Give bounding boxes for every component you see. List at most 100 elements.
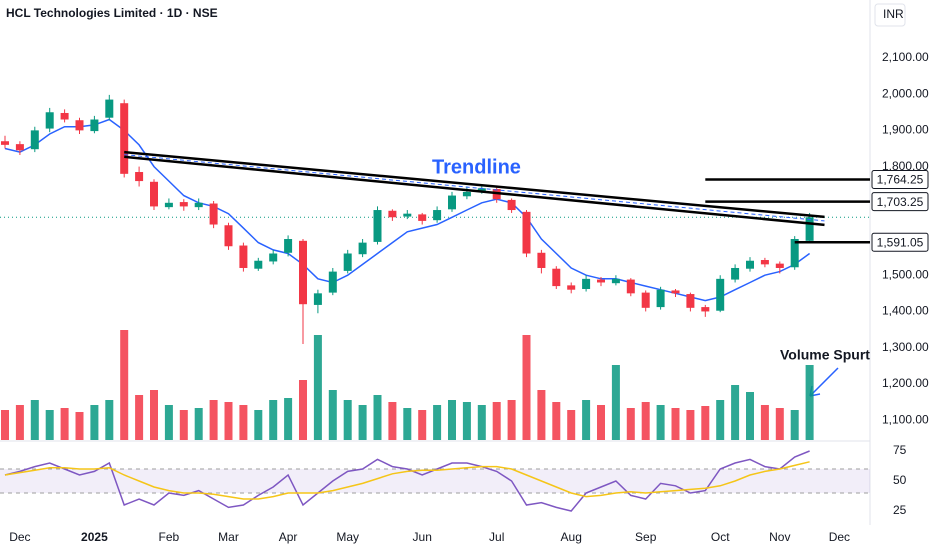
candle-body bbox=[284, 239, 293, 253]
candle-body bbox=[671, 290, 680, 294]
candle-body bbox=[701, 307, 710, 312]
volume-bar bbox=[433, 405, 442, 440]
candle-body bbox=[45, 112, 54, 129]
volume-bar bbox=[299, 380, 307, 440]
candle-body bbox=[775, 263, 784, 268]
volume-bar bbox=[150, 390, 158, 440]
volume-bar bbox=[209, 400, 218, 440]
currency-box bbox=[874, 3, 906, 27]
candle-body bbox=[343, 253, 352, 271]
volume-bar bbox=[462, 402, 471, 440]
volume-bar bbox=[254, 410, 263, 440]
volume-bar bbox=[567, 410, 576, 440]
candle-body bbox=[90, 119, 99, 132]
level-label-box bbox=[871, 192, 929, 212]
volume-bar bbox=[611, 365, 620, 440]
volume-bar bbox=[597, 405, 605, 440]
volume-bar bbox=[582, 400, 591, 440]
level-label-box bbox=[871, 170, 929, 190]
candle-body bbox=[522, 211, 531, 254]
candle-body bbox=[641, 292, 650, 308]
candle-body bbox=[135, 172, 144, 182]
rsi-line bbox=[4, 450, 810, 512]
rsi-tick-label: 25 bbox=[893, 503, 907, 517]
candle-body bbox=[388, 210, 397, 218]
x-tick-label: Sep bbox=[635, 530, 657, 544]
candle-body bbox=[462, 191, 471, 197]
layout bbox=[0, 0, 906, 525]
candle-body bbox=[567, 285, 576, 290]
x-tick-label: Aug bbox=[561, 530, 582, 544]
volume-bar bbox=[269, 400, 278, 440]
volume-bar bbox=[120, 330, 129, 440]
candle-body bbox=[746, 260, 754, 269]
y-tick-label: 1,800.00 bbox=[882, 159, 929, 173]
candle-body bbox=[60, 112, 69, 120]
volume-bar bbox=[284, 398, 293, 440]
volume-bar bbox=[343, 400, 352, 440]
volume-bar bbox=[448, 400, 456, 440]
volume-bar bbox=[403, 408, 412, 440]
volume-bar bbox=[373, 395, 382, 440]
candle-body bbox=[209, 203, 218, 225]
y-tick-label: 1,900.00 bbox=[882, 123, 929, 137]
x-tick-label: Apr bbox=[279, 530, 298, 544]
volume-bar bbox=[805, 365, 814, 440]
candle-body bbox=[30, 130, 39, 150]
volume-bar bbox=[1, 410, 9, 440]
volume-bar bbox=[507, 400, 516, 440]
volume-annotation: Volume Spurt bbox=[780, 347, 870, 363]
candle-body bbox=[328, 271, 337, 293]
candle-body bbox=[731, 267, 740, 280]
candle-body bbox=[269, 253, 278, 262]
x-tick-label: Jun bbox=[413, 530, 432, 544]
volume-bar bbox=[656, 405, 665, 440]
candle-body bbox=[477, 188, 486, 192]
volume-bar bbox=[30, 400, 39, 440]
volume-bar bbox=[179, 410, 188, 440]
candle-body bbox=[194, 202, 203, 208]
x-tick-label: Oct bbox=[711, 530, 730, 544]
x-tick-label: Jul bbox=[489, 530, 504, 544]
volume-bar bbox=[164, 405, 173, 440]
y-tick-label: 1,200.00 bbox=[882, 376, 929, 390]
candle-body bbox=[15, 144, 24, 151]
rsi-tick-label: 50 bbox=[893, 473, 907, 487]
volume-bar bbox=[194, 408, 203, 440]
volume-bar bbox=[537, 390, 546, 440]
volume-bar bbox=[75, 412, 84, 440]
candle-body bbox=[164, 202, 173, 208]
trendline bbox=[124, 155, 825, 227]
volume-bar bbox=[313, 335, 322, 440]
chart-title: HCL Technologies Limited · 1D · NSE bbox=[6, 6, 218, 20]
candle-body bbox=[611, 278, 620, 284]
volume-bar bbox=[746, 392, 754, 440]
volume-bar bbox=[477, 405, 486, 440]
volume-bar bbox=[760, 405, 769, 440]
volume-bar bbox=[105, 400, 114, 440]
volume-bar bbox=[775, 408, 784, 440]
candle-body bbox=[373, 210, 382, 242]
volume-bar bbox=[671, 408, 680, 440]
annotation-arrow bbox=[809, 367, 839, 397]
candle-body bbox=[805, 217, 814, 241]
x-tick-label: Nov bbox=[769, 530, 790, 544]
x-tick-label: May bbox=[336, 530, 359, 544]
candle-body bbox=[790, 239, 799, 268]
y-tick-label: 1,300.00 bbox=[882, 340, 929, 354]
candle-body bbox=[686, 294, 695, 308]
candle-body bbox=[418, 214, 427, 221]
volume-bar bbox=[15, 405, 24, 440]
volume-bar bbox=[60, 408, 69, 440]
candle-body bbox=[760, 260, 769, 265]
volume-bar bbox=[716, 400, 725, 440]
candle-body bbox=[448, 195, 456, 210]
x-tick-label: Dec bbox=[829, 530, 850, 544]
volume-bar bbox=[45, 410, 54, 440]
level-label: 1,591.05 bbox=[877, 235, 924, 249]
rsi-band bbox=[0, 468, 870, 493]
candle-body bbox=[254, 260, 263, 269]
volume-bar bbox=[731, 385, 740, 440]
volume-bar bbox=[552, 402, 561, 440]
volume-bar bbox=[328, 390, 337, 440]
